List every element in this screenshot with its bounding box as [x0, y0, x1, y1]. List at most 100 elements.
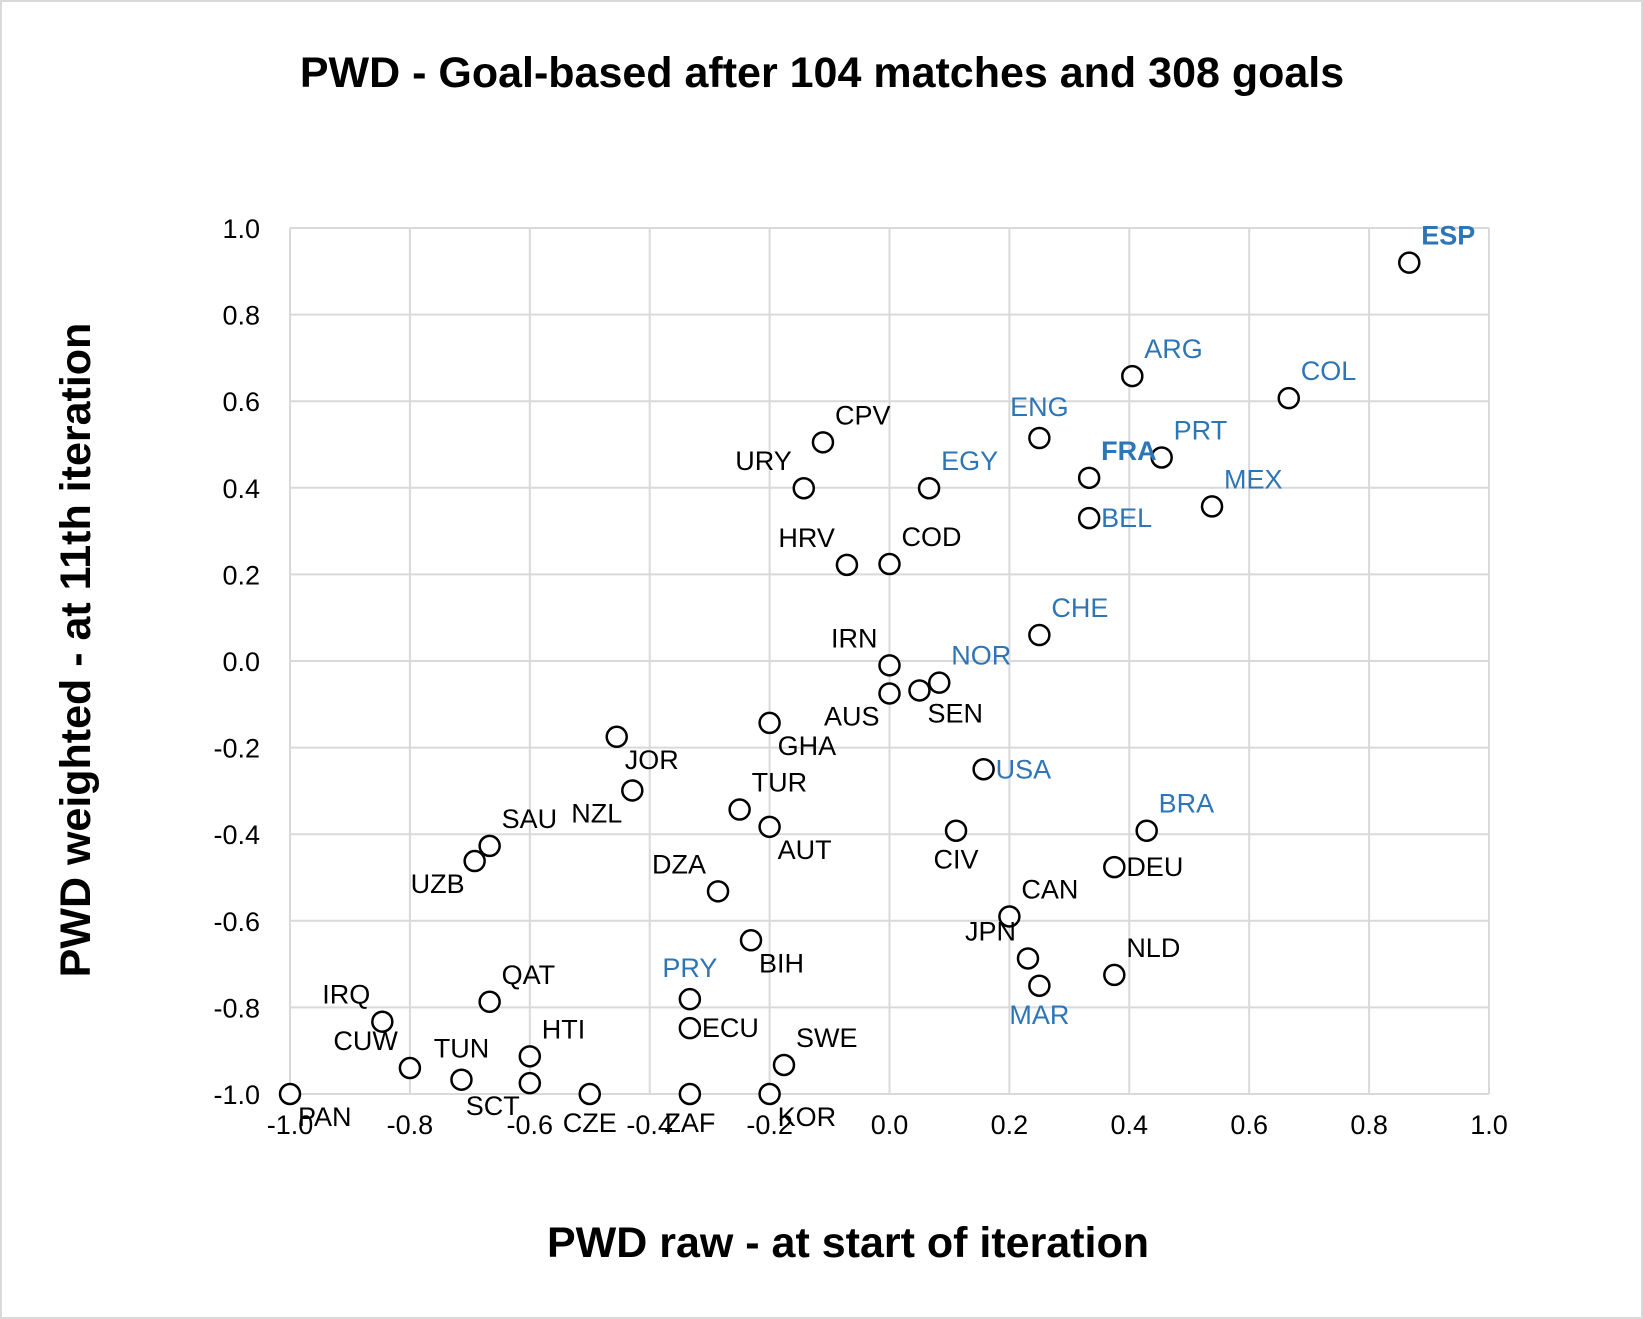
- point-label-esp: ESP: [1421, 221, 1475, 251]
- chart-title: PWD - Goal-based after 104 matches and 3…: [300, 49, 1344, 97]
- point-label-sct: SCT: [466, 1091, 520, 1121]
- point-label-kor: KOR: [778, 1102, 837, 1132]
- data-point-tur: [728, 798, 751, 821]
- data-point-jpn: [1016, 947, 1040, 970]
- y-tick-label: 0.2: [222, 560, 260, 590]
- point-label-sen: SEN: [927, 698, 983, 728]
- data-point-irn: [878, 654, 901, 677]
- data-point-jor: [605, 725, 628, 749]
- data-point-mar: [1028, 974, 1051, 997]
- point-label-che: CHE: [1051, 593, 1108, 623]
- point-label-dza: DZA: [652, 849, 706, 879]
- data-point-esp: [1398, 251, 1421, 274]
- point-label-col: COL: [1301, 356, 1357, 386]
- y-axis-ticks: -1.0 -0.8 -0.6 -0.4 -0.2 0.0 0.2 0.4 0.6 0.8 1.0: [213, 214, 260, 1110]
- point-label-eng: ENG: [1010, 392, 1069, 422]
- point-label-cpv: CPV: [835, 400, 891, 430]
- point-label-tun: TUN: [434, 1034, 490, 1064]
- point-label-deu: DEU: [1126, 852, 1183, 882]
- point-label-usa: USA: [996, 754, 1052, 784]
- point-label-ury: URY: [735, 446, 792, 476]
- x-tick-label: 0.0: [871, 1110, 909, 1140]
- point-label-mex: MEX: [1224, 464, 1283, 494]
- data-point-pry: [678, 987, 702, 1011]
- point-label-jpn: JPN: [965, 916, 1016, 946]
- data-point-cze: [578, 1082, 601, 1106]
- data-point-mex: [1200, 495, 1224, 518]
- data-point-sct: [518, 1071, 542, 1095]
- point-label-uzb: UZB: [411, 869, 465, 899]
- point-label-jor: JOR: [625, 745, 679, 775]
- y-tick-label: 0.4: [222, 474, 260, 504]
- x-tick-label: -0.4: [626, 1110, 673, 1140]
- point-labels: ESP ARG COL ENG PRT FRA EGY MEX BEL CPV URY HRV COD C…: [298, 221, 1475, 1138]
- point-label-arg: ARG: [1144, 334, 1203, 364]
- data-point-ecu: [678, 1016, 702, 1040]
- point-label-nor: NOR: [951, 641, 1011, 671]
- data-point-can: [998, 905, 1021, 928]
- data-point-deu: [1103, 855, 1126, 879]
- data-point-aus: [878, 682, 901, 705]
- point-label-pry: PRY: [662, 953, 717, 983]
- point-label-nzl: NZL: [571, 798, 622, 828]
- data-point-eng: [1028, 426, 1051, 450]
- point-label-cze: CZE: [563, 1108, 617, 1138]
- point-label-qat: QAT: [502, 960, 556, 990]
- x-tick-label: 0.6: [1230, 1110, 1268, 1140]
- data-point-cuw: [398, 1056, 422, 1080]
- point-label-can: CAN: [1021, 874, 1078, 904]
- point-label-hti: HTI: [542, 1014, 586, 1044]
- data-point-aut: [758, 815, 781, 839]
- point-label-zaf: ZAF: [664, 1108, 715, 1138]
- data-point-pan: [278, 1082, 302, 1106]
- y-tick-label: -0.6: [213, 907, 260, 937]
- data-point-sen: [908, 679, 931, 702]
- point-label-civ: CIV: [934, 845, 979, 875]
- data-point-uzb: [463, 849, 486, 873]
- point-label-swe: SWE: [796, 1023, 858, 1053]
- point-label-bih: BIH: [759, 948, 804, 978]
- data-point-hti: [518, 1045, 542, 1068]
- data-point-kor: [758, 1082, 781, 1106]
- data-point-civ: [944, 819, 968, 842]
- data-point-prt: [1150, 446, 1173, 469]
- point-label-irq: IRQ: [322, 980, 370, 1010]
- point-label-bra: BRA: [1159, 789, 1215, 819]
- point-label-gha: GHA: [778, 731, 837, 761]
- point-label-sau: SAU: [502, 804, 558, 834]
- y-tick-label: 0.8: [222, 301, 260, 331]
- data-point-irq: [371, 1010, 394, 1033]
- x-tick-label: 1.0: [1470, 1110, 1508, 1140]
- y-tick-label: -0.8: [213, 993, 260, 1023]
- point-label-cod: COD: [902, 522, 962, 552]
- data-point-nor: [928, 671, 951, 694]
- data-point-cpv: [811, 431, 835, 454]
- data-point-fra: [1077, 466, 1101, 490]
- x-tick-label: -1.0: [267, 1110, 314, 1140]
- y-tick-label: 0.6: [222, 387, 260, 417]
- point-label-pan: PAN: [298, 1102, 352, 1132]
- point-label-egy: EGY: [941, 446, 998, 476]
- x-tick-label: 0.4: [1111, 1110, 1149, 1140]
- data-point-egy: [917, 476, 941, 500]
- point-label-hrv: HRV: [778, 523, 835, 553]
- y-tick-label: -1.0: [213, 1080, 260, 1110]
- data-point-zaf: [678, 1082, 702, 1106]
- x-axis-title: PWD raw - at start of iteration: [547, 1219, 1149, 1267]
- point-label-nld: NLD: [1126, 933, 1180, 963]
- data-point-nzl: [621, 779, 644, 802]
- point-label-cuw: CUW: [333, 1026, 398, 1056]
- point-label-irn: IRN: [831, 623, 878, 653]
- data-point-ury: [792, 476, 816, 500]
- y-tick-label: 0.0: [222, 647, 260, 677]
- data-point-swe: [772, 1053, 796, 1077]
- data-point-usa: [972, 758, 995, 781]
- data-point-cod: [878, 552, 901, 576]
- y-tick-label: 1.0: [222, 214, 260, 244]
- data-point-sau: [478, 834, 501, 858]
- data-point-arg: [1121, 364, 1144, 388]
- data-points: [278, 251, 1421, 1106]
- y-tick-label: -0.2: [213, 734, 260, 764]
- point-label-prt: PRT: [1174, 415, 1228, 445]
